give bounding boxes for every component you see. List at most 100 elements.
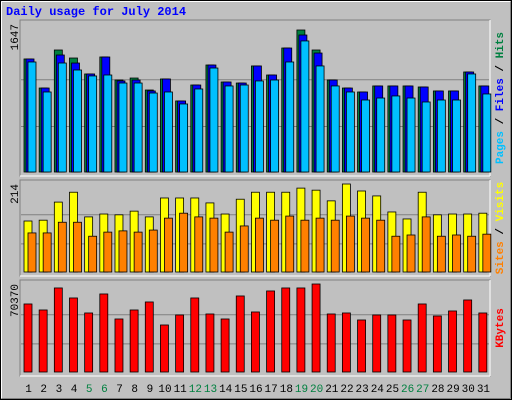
legend-entry: KBytes [495,308,507,348]
bar [194,88,204,173]
x-tick-label: 28 [431,384,444,396]
x-tick-label: 15 [234,384,247,396]
bar [345,91,355,173]
bar [436,99,446,173]
x-tick-label: 8 [131,384,138,396]
bar [205,313,215,373]
x-tick-label: 4 [71,384,78,396]
bar [467,235,477,273]
bar [220,318,230,373]
bar [421,216,431,273]
bar [27,232,37,273]
x-tick-label: 7 [116,384,123,396]
legend-entry: Visits [495,182,507,222]
bar [73,69,82,173]
bar [463,299,473,373]
x-tick-label: 11 [174,384,188,396]
legend: Sites / Visits [495,182,507,274]
x-tick-label: 25 [386,384,399,396]
bar [357,319,366,373]
legend-separator: / [495,111,507,131]
bar [103,74,113,173]
bar [266,290,275,373]
bar [53,287,63,373]
x-tick-label: 24 [371,384,385,396]
bar [224,85,234,173]
bar [421,101,431,173]
x-tick-label: 13 [204,384,217,396]
x-tick-label: 16 [249,384,262,396]
bar [417,303,427,373]
legend-entry: Files [495,78,507,111]
x-tick-label: 21 [325,384,339,396]
bar [361,217,370,273]
bar [361,99,370,173]
bar [482,93,492,173]
x-tick-label: 1 [25,384,32,396]
bar [285,61,295,173]
bar [482,233,492,273]
x-tick-label: 6 [101,384,108,396]
bar [315,217,325,273]
x-tick-label: 18 [280,384,293,396]
x-tick-label: 22 [340,384,353,396]
bar [129,309,139,373]
bar [114,318,124,373]
bar [133,231,143,273]
x-tick-label: 26 [401,384,414,396]
legend: Pages / Files / Hits [495,32,507,164]
bar [175,314,185,373]
bar [164,217,173,273]
bar [118,230,128,273]
bar [281,287,291,373]
bar [148,92,158,173]
bar [406,234,416,273]
bar [164,91,173,173]
bar [341,312,351,373]
bar [144,301,154,373]
bar [330,85,340,173]
chart-title: Daily usage for July 2014 [6,5,186,19]
bar [402,319,412,373]
legend-entry: Sites [495,241,507,274]
bar [270,219,279,273]
bar [300,219,310,273]
legend-separator: / [495,221,507,241]
bar [391,235,401,273]
x-tick-label: 3 [56,384,63,396]
bar [478,312,488,373]
bar [57,221,67,273]
bar [270,79,279,173]
bar [118,82,128,173]
y-max-label: 70370 [10,284,22,317]
x-tick-label: 30 [462,384,475,396]
bar [300,40,310,173]
bar [38,309,48,373]
bar [255,80,264,173]
legend: KBytes [495,308,507,348]
y-max-label: 214 [10,184,22,204]
bar [452,99,461,173]
bar [239,225,249,273]
bar [42,232,52,273]
bar [84,312,94,373]
bar [345,215,355,273]
x-tick-label: 19 [295,384,308,396]
bar [42,91,52,173]
bar [326,313,336,373]
x-tick-label: 27 [416,384,429,396]
x-tick-label: 20 [310,384,323,396]
x-tick-label: 2 [40,384,47,396]
bar [88,75,98,173]
bar [315,65,325,173]
x-tick-label: 31 [477,384,491,396]
bar [69,297,78,373]
x-tick-label: 12 [189,384,202,396]
bar [224,231,234,273]
bar [452,234,461,273]
bar [133,82,143,173]
bar [311,283,321,373]
bar [194,216,204,273]
bar [27,61,37,173]
